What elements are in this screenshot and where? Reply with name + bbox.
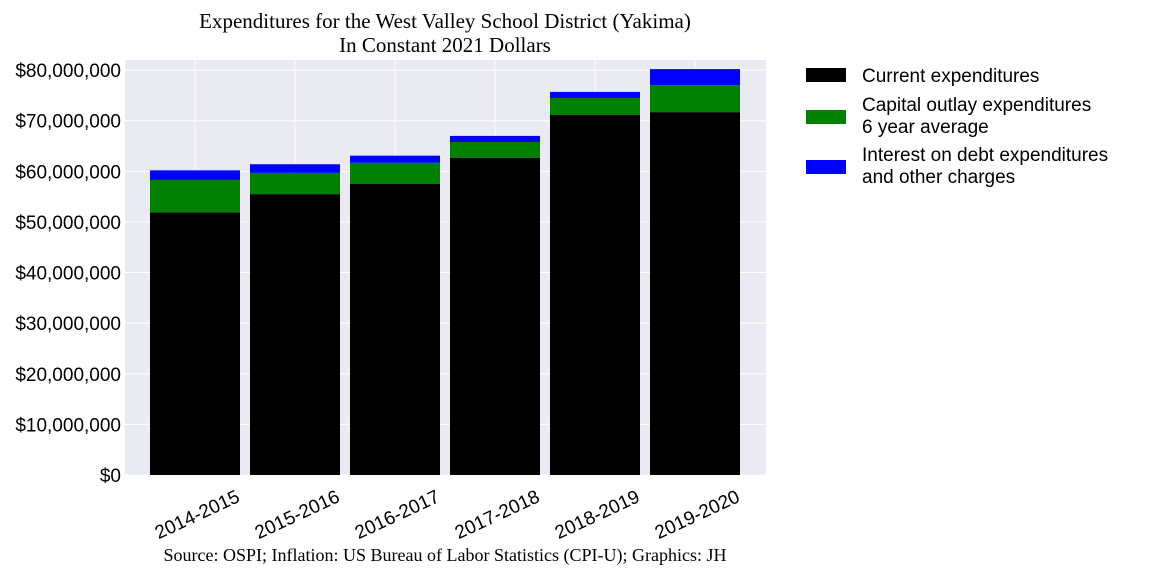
- chart-title: Expenditures for the West Valley School …: [199, 9, 691, 33]
- x-tick-label-4: 2018-2019: [552, 486, 643, 543]
- y-tick-label-8: $80,000,000: [15, 61, 121, 82]
- legend-swatch-1: [806, 110, 846, 124]
- bar-2018-2019-series-0: [550, 114, 640, 475]
- y-tick-label-7: $70,000,000: [15, 112, 121, 133]
- y-tick-label-1: $10,000,000: [15, 415, 121, 436]
- bar-2014-2015-series-0: [150, 212, 240, 475]
- bar-2019-2020-series-0: [650, 112, 740, 475]
- legend-swatch-2: [806, 160, 846, 174]
- bar-2017-2018-series-1: [450, 141, 540, 158]
- bar-2015-2016-series-2: [250, 164, 340, 173]
- x-tick-label-2: 2016-2017: [352, 486, 443, 543]
- bar-2014-2015-series-1: [150, 179, 240, 213]
- x-axis: 2014-2015 2015-2016 2016-2017 2017-2018 2018…: [152, 486, 743, 543]
- x-tick-label-0: 2014-2015: [152, 486, 243, 543]
- bar-2018-2019-series-1: [550, 97, 640, 115]
- bar-2019-2020-series-2: [650, 69, 740, 86]
- x-tick-label-5: 2019-2020: [652, 486, 743, 543]
- chart-subtitle: In Constant 2021 Dollars: [339, 33, 551, 57]
- bar-2017-2018-series-2: [450, 135, 540, 142]
- source-note: Source: OSPI; Inflation: US Bureau of La…: [164, 545, 727, 566]
- y-axis: $0 $10,000,000 $20,000,000 $30,000,000 $40,0…: [15, 61, 121, 487]
- x-tick-label-1: 2015-2016: [252, 486, 343, 543]
- y-tick-label-6: $60,000,000: [15, 162, 121, 183]
- bar-2016-2017-series-1: [350, 162, 440, 184]
- bar-2016-2017-series-0: [350, 183, 440, 475]
- bar-2015-2016-series-0: [250, 194, 340, 476]
- legend-label-1: Capital outlay expenditures 6 year averag…: [862, 95, 1091, 138]
- bars: [150, 69, 740, 476]
- legend: Current expenditures Capital outlay expen…: [806, 66, 1108, 188]
- bar-2014-2015-series-2: [150, 170, 240, 180]
- y-tick-label-0: $0: [100, 466, 121, 487]
- bar-2018-2019-series-2: [550, 91, 640, 98]
- y-tick-label-4: $40,000,000: [15, 264, 121, 285]
- bar-2017-2018-series-0: [450, 157, 540, 476]
- bar-2016-2017-series-2: [350, 155, 440, 163]
- legend-label-0: Current expenditures: [862, 66, 1039, 87]
- y-tick-label-2: $20,000,000: [15, 365, 121, 386]
- y-tick-label-5: $50,000,000: [15, 213, 121, 234]
- legend-swatch-0: [806, 68, 846, 82]
- legend-label-2: Interest on debt expenditures and other c…: [862, 145, 1108, 188]
- bar-2015-2016-series-1: [250, 172, 340, 195]
- x-tick-label-3: 2017-2018: [452, 486, 543, 543]
- bar-2019-2020-series-1: [650, 85, 740, 113]
- y-tick-label-3: $30,000,000: [15, 314, 121, 335]
